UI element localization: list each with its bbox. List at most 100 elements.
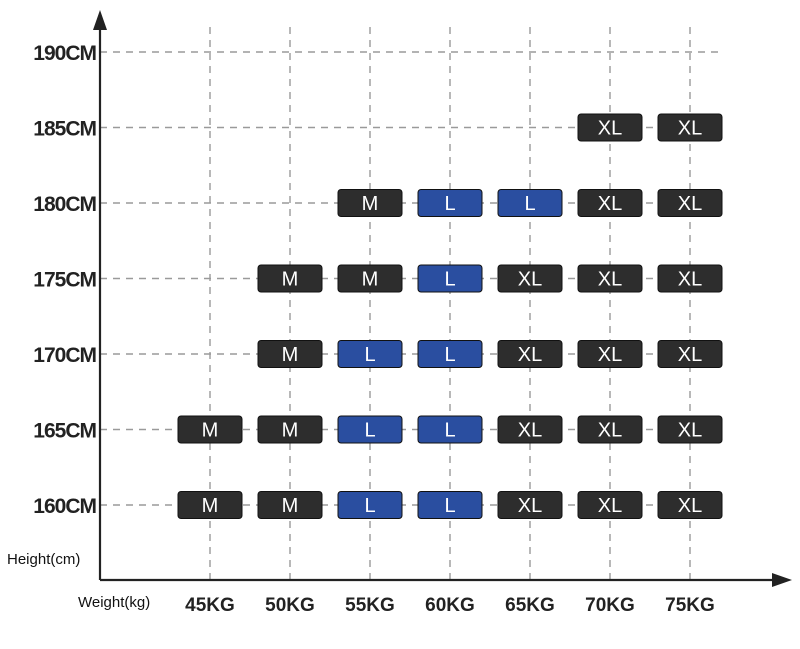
size-cell: M (337, 264, 403, 293)
size-cell-box (177, 491, 243, 519)
size-cell-label: XL (678, 495, 702, 517)
size-cell-label: XL (518, 344, 542, 366)
size-cell-box (577, 491, 643, 519)
size-cell-label: L (444, 344, 455, 366)
size-cell-box (257, 491, 323, 519)
size-cell-label: L (364, 344, 375, 366)
size-cell: L (337, 340, 403, 368)
y-axis-label: Height(cm) (7, 551, 80, 568)
size-cell: L (417, 491, 483, 519)
x-axis-label: Weight(kg) (78, 594, 150, 611)
size-cell: L (497, 189, 563, 217)
x-tick-label: 50KG (265, 595, 315, 616)
x-tick-label: 55KG (345, 595, 395, 616)
size-cell: M (177, 415, 243, 444)
size-cell-label: XL (598, 344, 622, 366)
size-cell: XL (657, 189, 723, 217)
y-tick-label: 175CM (33, 269, 96, 292)
size-cell-label: XL (598, 420, 622, 442)
size-cell-label: L (444, 193, 455, 215)
size-cell-box (657, 189, 723, 217)
size-cell: L (417, 189, 483, 217)
size-cell-label: M (362, 193, 379, 215)
size-cell: L (417, 415, 483, 444)
size-cell: XL (577, 491, 643, 519)
size-cell-box (657, 113, 723, 142)
size-cell: XL (577, 340, 643, 368)
size-cell: XL (657, 340, 723, 368)
x-tick-label: 70KG (585, 595, 635, 616)
size-cell-box (577, 340, 643, 368)
size-cell: XL (577, 113, 643, 142)
size-cell-box (337, 340, 403, 368)
size-cell-label: XL (598, 118, 622, 140)
size-cell-box (337, 189, 403, 217)
size-cell-box (417, 491, 483, 519)
size-cell-box (337, 264, 403, 293)
size-cell-label: L (444, 269, 455, 291)
y-tick-label: 165CM (33, 420, 96, 443)
size-cell-label: XL (518, 420, 542, 442)
size-cell-box (577, 189, 643, 217)
size-cell-label: XL (598, 193, 622, 215)
size-cell-label: XL (678, 344, 702, 366)
size-cells: M M L L XL XL XL M M L L XL XL XL M L L XL XL XL M M L XL XL XL M L… (177, 113, 723, 519)
size-cell-label: XL (678, 118, 702, 140)
size-cell: XL (657, 415, 723, 444)
size-cell: XL (497, 491, 563, 519)
x-tick-labels: 45KG 50KG 55KG 60KG 65KG 70KG 75KG (185, 595, 715, 616)
size-cell-box (657, 264, 723, 293)
size-cell-label: L (524, 193, 535, 215)
size-cell-box (417, 340, 483, 368)
x-tick-label: 45KG (185, 595, 235, 616)
size-cell-box (577, 415, 643, 444)
size-cell: XL (657, 113, 723, 142)
x-tick-label: 60KG (425, 595, 475, 616)
size-cell-label: XL (518, 495, 542, 517)
size-cell-box (337, 415, 403, 444)
size-cell-box (257, 264, 323, 293)
y-tick-label: 160CM (33, 495, 96, 518)
size-cell: L (417, 340, 483, 368)
size-cell-box (257, 340, 323, 368)
size-cell: XL (657, 264, 723, 293)
size-cell-label: L (364, 420, 375, 442)
size-cell-box (257, 415, 323, 444)
y-tick-label: 180CM (33, 193, 96, 216)
size-cell: M (257, 415, 323, 444)
size-cell-box (417, 264, 483, 293)
size-cell-box (177, 415, 243, 444)
size-cell-box (497, 189, 563, 217)
size-cell-box (497, 491, 563, 519)
size-cell: M (257, 491, 323, 519)
x-tick-label: 65KG (505, 595, 555, 616)
size-cell: L (417, 264, 483, 293)
size-cell-label: XL (518, 269, 542, 291)
size-cell-label: XL (678, 420, 702, 442)
size-cell-box (657, 415, 723, 444)
size-cell-box (497, 340, 563, 368)
size-cell-box (417, 189, 483, 217)
size-cell-label: M (362, 269, 379, 291)
size-cell-label: M (202, 420, 219, 442)
size-cell-label: M (282, 495, 299, 517)
size-cell-label: L (444, 420, 455, 442)
size-cell: M (337, 189, 403, 217)
size-cell-label: M (282, 269, 299, 291)
size-cell-box (337, 491, 403, 519)
size-cell-box (577, 113, 643, 142)
size-cell-box (657, 491, 723, 519)
size-cell-box (577, 264, 643, 293)
size-cell-label: M (282, 420, 299, 442)
x-axis-arrow-icon (772, 573, 792, 587)
y-tick-label: 170CM (33, 344, 96, 367)
y-tick-labels: 160CM 165CM 170CM 175CM 180CM 185CM 190CM (33, 42, 97, 518)
size-cell: XL (577, 189, 643, 217)
size-cell-box (417, 415, 483, 444)
size-cell: XL (577, 415, 643, 444)
size-cell: XL (497, 264, 563, 293)
size-cell: M (257, 340, 323, 368)
size-cell: XL (497, 340, 563, 368)
size-cell-label: L (364, 495, 375, 517)
